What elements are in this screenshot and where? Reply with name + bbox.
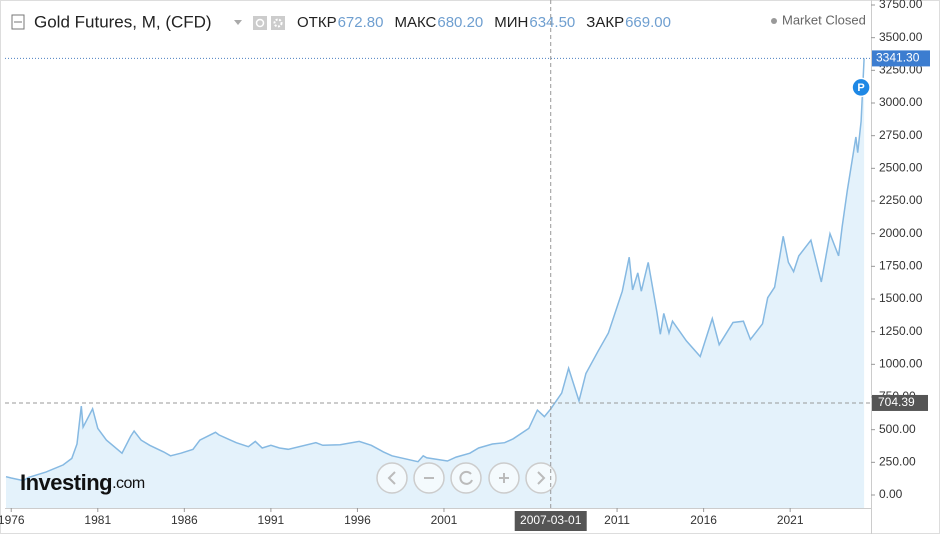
x-tick-label: 1981 (84, 513, 111, 527)
y-tick-label: 1750.00 (879, 259, 923, 273)
collapse-button[interactable] (11, 14, 25, 30)
y-tick-label: 250.00 (879, 455, 916, 469)
stat-value: 634.50 (529, 14, 575, 31)
last-price-box (872, 50, 930, 67)
nav-icons (387, 471, 546, 485)
y-tick-label: 500.00 (879, 422, 916, 436)
y-tick-label: 1000.00 (879, 357, 923, 371)
x-tick-label: 2001 (431, 513, 458, 527)
settings-icon[interactable] (271, 16, 285, 30)
badge-label: P (857, 82, 864, 94)
y-tick-label: 0.00 (879, 487, 903, 501)
area-fill (6, 58, 865, 508)
crosshair-x-box (514, 511, 587, 531)
y-tick-label: 3500.00 (879, 30, 923, 44)
y-tick-label: 2250.00 (879, 193, 923, 207)
x-tick-label: 1996 (344, 513, 371, 527)
chart-title: Gold Futures, M, (CFD) (34, 12, 212, 31)
eye-icon-glyph (255, 18, 265, 28)
y-tick-label: 2750.00 (879, 128, 923, 142)
last-price-label: 3341.30 (876, 51, 920, 65)
crosshair-y-label: 704.39 (878, 395, 915, 409)
logo: Investing.com (20, 470, 145, 495)
logo-suffix: .com (112, 475, 145, 492)
stat-label: ОТКР (297, 14, 337, 31)
y-tick-label: 1500.00 (879, 291, 923, 305)
reset-button[interactable] (450, 462, 482, 494)
x-tick-label: 2021 (777, 513, 804, 527)
dropdown-arrow[interactable] (234, 20, 242, 25)
y-tick-label: 2000.00 (879, 226, 923, 240)
stat-value: 672.80 (338, 14, 384, 31)
reset-icon (459, 470, 473, 485)
stat-value: 669.00 (625, 14, 671, 31)
x-tick-label: 1976 (0, 513, 25, 527)
scroll-right-button[interactable] (525, 462, 557, 494)
badge (851, 77, 871, 98)
eye-icon[interactable] (253, 16, 267, 30)
x-tick-label: 1986 (171, 513, 198, 527)
status-dot (771, 18, 777, 24)
nav-buttons (376, 462, 557, 494)
price-line (5, 58, 865, 482)
x-tick-label: 2016 (690, 513, 717, 527)
stat-label: ЗАКР (586, 14, 624, 31)
x-tick-label: 1991 (258, 513, 285, 527)
y-tick-label: 1250.00 (879, 324, 923, 338)
x-tick-label: 2011 (604, 513, 630, 527)
y-tick-label: 2500.00 (879, 161, 923, 175)
market-status: Market Closed (782, 12, 866, 27)
stat-label: МИН (494, 14, 528, 31)
scroll-left-button[interactable] (376, 462, 408, 494)
settings-icon-glyph (273, 18, 283, 28)
y-tick-label: 3750.00 (879, 0, 923, 11)
crosshair-y-box (872, 394, 928, 411)
crosshair-x-label: 2007-03-01 (520, 513, 582, 527)
stat-value: 680.20 (437, 14, 483, 31)
y-tick-label: 3000.00 (879, 95, 923, 109)
stat-label: МАКС (394, 14, 436, 31)
logo-name: Investing (20, 470, 112, 495)
